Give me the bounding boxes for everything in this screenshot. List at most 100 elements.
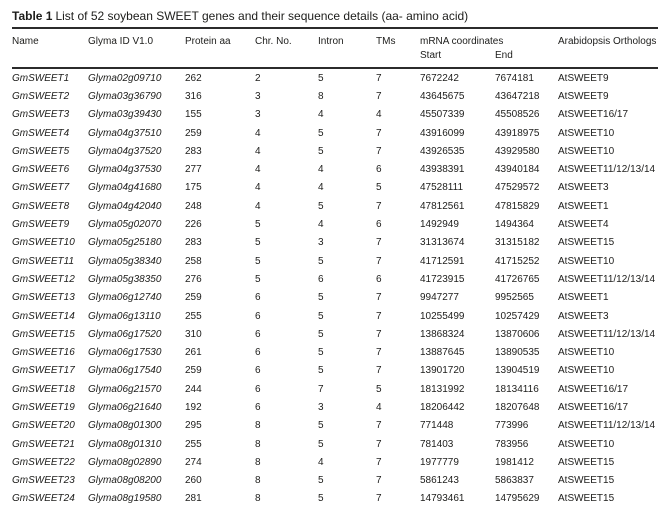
cell-tms: 7 [376, 90, 382, 102]
cell-chr-no: 2 [255, 72, 261, 84]
cell-glyma-id: Glyma02g09710 [88, 72, 162, 84]
cell-intron: 5 [318, 72, 324, 84]
cell-ortholog: AtSWEET15 [558, 475, 615, 487]
cell-mrna-end: 43929580 [495, 145, 540, 157]
table-row: GmSWEET7 Glyma04g41680 175 4 4 5 47528111 47529… [12, 179, 658, 197]
cell-mrna-end: 47815829 [495, 200, 540, 212]
cell-protein-aa: 283 [185, 145, 202, 157]
table-row: GmSWEET20 Glyma08g01300 295 8 5 7 771448 773996… [12, 417, 658, 435]
cell-ortholog: AtSWEET15 [558, 456, 615, 468]
cell-ortholog: AtSWEET11/12/13/14 [558, 420, 656, 432]
cell-mrna-end: 5863837 [495, 475, 534, 487]
cell-glyma-id: Glyma06g13110 [88, 310, 161, 322]
cell-mrna-start: 45507339 [420, 109, 465, 121]
cell-chr-no: 6 [255, 365, 261, 377]
cell-glyma-id: Glyma06g17530 [88, 347, 162, 359]
cell-mrna-end: 10257429 [495, 310, 540, 322]
cell-mrna-start: 781403 [420, 438, 454, 450]
cell-tms: 7 [376, 420, 382, 432]
cell-mrna-end: 41726765 [495, 273, 540, 285]
cell-name: GmSWEET16 [12, 347, 75, 359]
cell-intron: 5 [318, 292, 324, 304]
table-row: GmSWEET22 Glyma08g02890 274 8 4 7 1977779 19814… [12, 453, 658, 471]
cell-mrna-end: 13904519 [495, 365, 540, 377]
cell-mrna-end: 41715252 [495, 255, 540, 267]
cell-mrna-end: 18207648 [495, 401, 540, 413]
cell-mrna-start: 47528111 [420, 182, 464, 194]
cell-mrna-start: 18131992 [420, 383, 465, 395]
cell-protein-aa: 259 [185, 365, 202, 377]
cell-chr-no: 8 [255, 475, 261, 487]
cell-name: GmSWEET13 [12, 292, 75, 304]
cell-mrna-start: 13901720 [420, 365, 465, 377]
cell-intron: 4 [318, 219, 324, 231]
cell-name: GmSWEET10 [12, 237, 75, 249]
cell-protein-aa: 244 [185, 383, 202, 395]
cell-ortholog: AtSWEET9 [558, 72, 609, 84]
cell-mrna-start: 13887645 [420, 347, 465, 359]
cell-ortholog: AtSWEET15 [558, 237, 615, 249]
cell-mrna-start: 7672242 [420, 72, 459, 84]
cell-tms: 6 [376, 219, 382, 231]
cell-intron: 7 [318, 383, 324, 395]
cell-mrna-start: 43645675 [420, 90, 465, 102]
cell-name: GmSWEET5 [12, 145, 70, 157]
cell-name: GmSWEET24 [12, 493, 75, 505]
cell-name: GmSWEET14 [12, 310, 75, 322]
table-row: GmSWEET13 Glyma06g12740 259 6 5 7 9947277 99525… [12, 289, 658, 307]
cell-name: GmSWEET21 [12, 438, 75, 450]
cell-mrna-end: 14795629 [495, 493, 540, 505]
cell-name: GmSWEET6 [12, 164, 70, 176]
cell-tms: 7 [376, 200, 382, 212]
cell-tms: 5 [376, 383, 382, 395]
cell-mrna-start: 31313674 [420, 237, 465, 249]
cell-mrna-start: 41712591 [420, 255, 465, 267]
header-spacer [12, 49, 420, 69]
cell-chr-no: 6 [255, 347, 261, 359]
table-row: GmSWEET21 Glyma08g01310 255 8 5 7 781403 783956… [12, 435, 658, 453]
cell-chr-no: 4 [255, 164, 261, 176]
cell-protein-aa: 262 [185, 72, 202, 84]
cell-name: GmSWEET3 [12, 109, 70, 121]
cell-tms: 4 [376, 401, 382, 413]
cell-tms: 7 [376, 255, 382, 267]
cell-glyma-id: Glyma08g19580 [88, 493, 162, 505]
cell-name: GmSWEET15 [12, 328, 75, 340]
cell-ortholog: AtSWEET16/17 [558, 383, 629, 395]
header-spacer [558, 49, 658, 69]
cell-intron: 5 [318, 365, 324, 377]
cell-tms: 7 [376, 292, 382, 304]
cell-glyma-id: Glyma06g21640 [88, 401, 162, 413]
table-row: GmSWEET10 Glyma05g25180 283 5 3 7 31313674 3131… [12, 234, 658, 252]
cell-glyma-id: Glyma04g42040 [88, 200, 162, 212]
col-header-mrna-coordinates: mRNA coordinates [420, 36, 504, 47]
cell-mrna-start: 43926535 [420, 145, 465, 157]
col-header-chr-no: Chr. No. [255, 36, 292, 47]
col-header-end: End [495, 49, 558, 69]
cell-mrna-end: 47529572 [495, 182, 540, 194]
cell-chr-no: 4 [255, 145, 261, 157]
cell-tms: 7 [376, 145, 382, 157]
cell-ortholog: AtSWEET11/12/13/14 [558, 273, 656, 285]
cell-name: GmSWEET22 [12, 456, 75, 468]
col-header-arabidopsis-orthologs: Arabidopsis Orthologs [558, 36, 657, 47]
cell-name: GmSWEET4 [12, 127, 70, 139]
cell-tms: 7 [376, 72, 382, 84]
cell-mrna-end: 1981412 [495, 456, 534, 468]
cell-glyma-id: Glyma08g01300 [88, 420, 162, 432]
cell-tms: 7 [376, 365, 382, 377]
cell-chr-no: 5 [255, 219, 261, 231]
cell-mrna-start: 10255499 [420, 310, 465, 322]
cell-name: GmSWEET1 [12, 72, 70, 84]
table-row: GmSWEET18 Glyma06g21570 244 6 7 5 18131992 1813… [12, 380, 658, 398]
table-row: GmSWEET8 Glyma04g42040 248 4 5 7 47812561 47815… [12, 197, 658, 215]
cell-protein-aa: 259 [185, 292, 202, 304]
col-header-glyma-id: Glyma ID V1.0 [88, 36, 154, 47]
cell-glyma-id: Glyma08g08200 [88, 475, 162, 487]
table-row: GmSWEET5 Glyma04g37520 283 4 5 7 43926535 43929… [12, 142, 658, 160]
table-row: GmSWEET15 Glyma06g17520 310 6 5 7 13868324 1387… [12, 325, 658, 343]
cell-protein-aa: 255 [185, 438, 202, 450]
cell-mrna-end: 9952565 [495, 292, 534, 304]
cell-ortholog: AtSWEET11/12/13/14 [558, 164, 656, 176]
